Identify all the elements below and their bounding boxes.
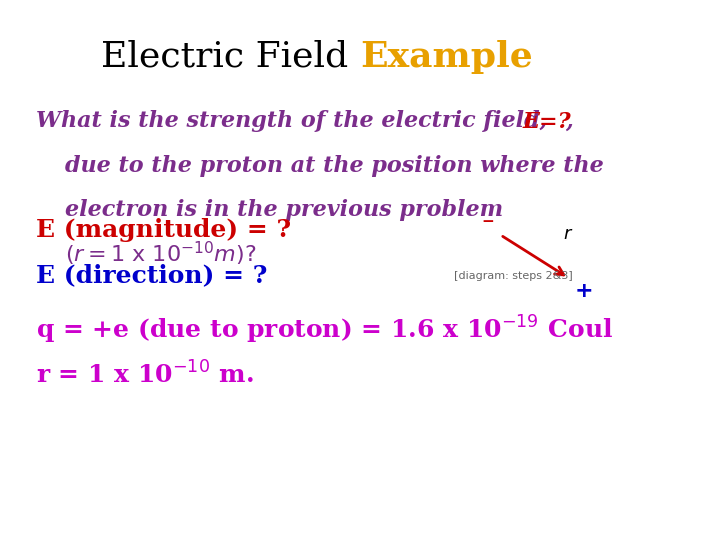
Text: r: r bbox=[563, 225, 571, 243]
Text: q = +e (due to proton) = 1.6 x 10$^{-19}$ Coul: q = +e (due to proton) = 1.6 x 10$^{-19}… bbox=[36, 313, 613, 346]
Text: −: − bbox=[482, 214, 495, 230]
Text: $(r = 1\ \mathrm{x}\ 10^{-10}m)?$: $(r = 1\ \mathrm{x}\ 10^{-10}m)?$ bbox=[65, 240, 256, 268]
Text: E (magnitude) = ?: E (magnitude) = ? bbox=[36, 218, 291, 241]
Text: E=?: E=? bbox=[523, 111, 572, 132]
Text: Electric Field: Electric Field bbox=[102, 40, 360, 73]
Text: due to the proton at the position where the: due to the proton at the position where … bbox=[65, 155, 603, 177]
Text: r = 1 x 10$^{-10}$ m.: r = 1 x 10$^{-10}$ m. bbox=[36, 362, 253, 389]
Text: electron is in the previous problem: electron is in the previous problem bbox=[65, 199, 503, 221]
Text: ,: , bbox=[565, 111, 573, 132]
Text: Example: Example bbox=[360, 40, 533, 73]
Text: What is the strength of the electric field,: What is the strength of the electric fie… bbox=[36, 111, 555, 132]
Text: +: + bbox=[575, 281, 593, 301]
Text: E (direction) = ?: E (direction) = ? bbox=[36, 264, 267, 287]
Text: [diagram: steps 2&3]: [diagram: steps 2&3] bbox=[454, 271, 572, 281]
